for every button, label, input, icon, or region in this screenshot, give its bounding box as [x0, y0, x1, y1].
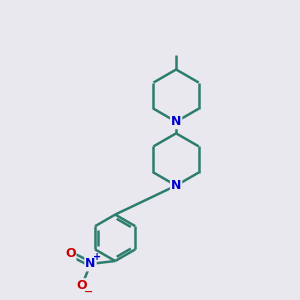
Text: N: N	[171, 179, 181, 192]
Text: N: N	[85, 257, 96, 270]
Text: O: O	[76, 279, 87, 292]
Text: N: N	[171, 115, 181, 128]
Text: O: O	[65, 247, 76, 260]
Text: −: −	[83, 287, 93, 297]
Text: +: +	[93, 252, 101, 262]
